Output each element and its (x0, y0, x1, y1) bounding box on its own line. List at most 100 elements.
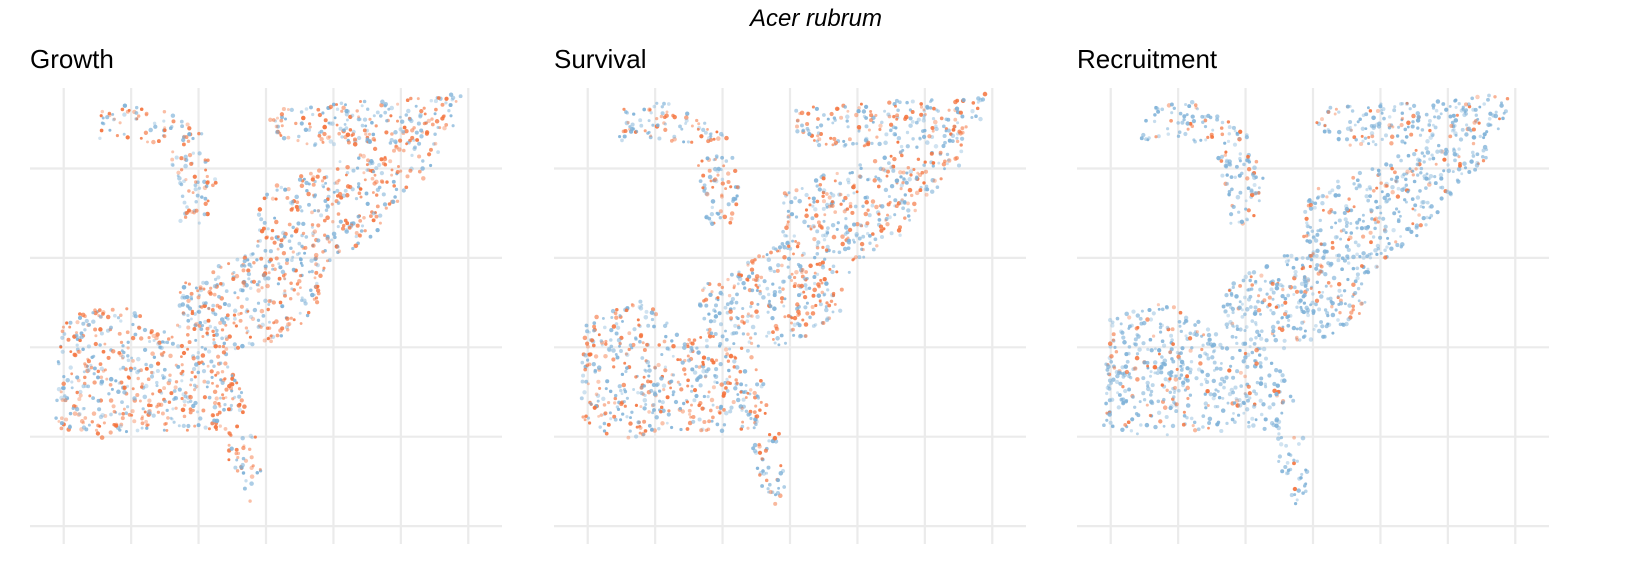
negative-point (152, 121, 157, 126)
negative-point (116, 316, 121, 320)
negative-point (1264, 385, 1268, 389)
negative-point (1157, 348, 1162, 353)
negative-point (857, 129, 861, 133)
negative-point (97, 407, 102, 412)
positive-point (848, 201, 853, 206)
positive-point (757, 442, 761, 447)
negative-point (1205, 372, 1210, 378)
negative-point (1404, 177, 1408, 182)
positive-point (1166, 327, 1171, 332)
negative-point (1330, 225, 1334, 229)
positive-point (655, 116, 659, 121)
negative-point (351, 246, 355, 251)
negative-point (1334, 221, 1338, 225)
negative-point (1252, 183, 1257, 187)
negative-point (1500, 101, 1503, 105)
negative-point (1355, 252, 1359, 257)
positive-point (125, 135, 130, 140)
negative-point (299, 110, 304, 114)
negative-point (1145, 360, 1150, 365)
negative-point (1409, 229, 1414, 234)
negative-point (638, 118, 643, 123)
negative-point (715, 156, 719, 160)
negative-point (736, 316, 740, 321)
positive-point (817, 137, 822, 142)
positive-point (301, 115, 306, 121)
negative-point (742, 369, 748, 374)
positive-point (587, 352, 591, 356)
negative-point (319, 213, 324, 218)
negative-point (82, 370, 86, 374)
negative-point (592, 321, 597, 325)
positive-point (120, 416, 125, 421)
negative-point (1127, 345, 1132, 349)
positive-point (1127, 315, 1132, 320)
negative-point (194, 362, 199, 367)
negative-point (1326, 297, 1330, 301)
negative-point (1349, 128, 1353, 132)
negative-point (1300, 472, 1304, 476)
negative-point (915, 145, 919, 149)
negative-point (924, 184, 929, 188)
positive-point (352, 137, 358, 142)
negative-point (690, 384, 694, 388)
positive-point (323, 233, 327, 237)
negative-point (1319, 294, 1324, 299)
positive-point (1203, 118, 1208, 123)
negative-point (730, 297, 735, 302)
negative-point (936, 109, 940, 113)
positive-point (384, 130, 389, 135)
positive-point (822, 277, 827, 282)
positive-point (691, 414, 696, 420)
negative-point (838, 308, 843, 313)
negative-point (217, 294, 221, 299)
negative-point (1351, 254, 1356, 259)
negative-point (148, 127, 153, 133)
negative-point (905, 130, 910, 135)
negative-point (1227, 132, 1232, 136)
positive-point (817, 261, 823, 267)
positive-point (184, 281, 188, 285)
negative-point (822, 237, 827, 242)
negative-point (745, 319, 750, 324)
positive-point (879, 228, 884, 233)
negative-point (585, 329, 590, 334)
positive-point (119, 313, 123, 318)
negative-point (780, 468, 786, 474)
negative-point (282, 234, 286, 238)
positive-point (1157, 352, 1161, 356)
negative-point (766, 257, 772, 263)
negative-point (193, 312, 197, 316)
positive-point (138, 399, 142, 403)
negative-point (1263, 279, 1267, 283)
positive-point (346, 140, 351, 145)
positive-point (426, 118, 431, 124)
negative-point (980, 97, 986, 102)
negative-point (1314, 266, 1319, 271)
negative-point (212, 284, 218, 289)
negative-point (1337, 218, 1342, 223)
positive-point (311, 243, 316, 248)
positive-point (733, 168, 738, 174)
negative-point (1150, 401, 1155, 406)
positive-point (1209, 132, 1214, 137)
negative-point (285, 257, 290, 262)
positive-point (216, 371, 220, 375)
positive-point (1283, 300, 1288, 305)
positive-point (263, 267, 268, 271)
negative-point (805, 126, 810, 131)
positive-point (335, 123, 339, 127)
positive-point (165, 428, 169, 432)
positive-point (272, 240, 277, 245)
negative-point (1158, 325, 1163, 330)
positive-point (311, 182, 316, 187)
negative-point (255, 282, 260, 287)
negative-point (1305, 221, 1309, 225)
positive-point (298, 286, 302, 290)
positive-point (220, 369, 225, 374)
negative-point (1326, 128, 1330, 132)
negative-point (1269, 308, 1273, 312)
negative-point (727, 368, 731, 373)
positive-point (1390, 190, 1395, 195)
negative-point (1320, 324, 1325, 329)
